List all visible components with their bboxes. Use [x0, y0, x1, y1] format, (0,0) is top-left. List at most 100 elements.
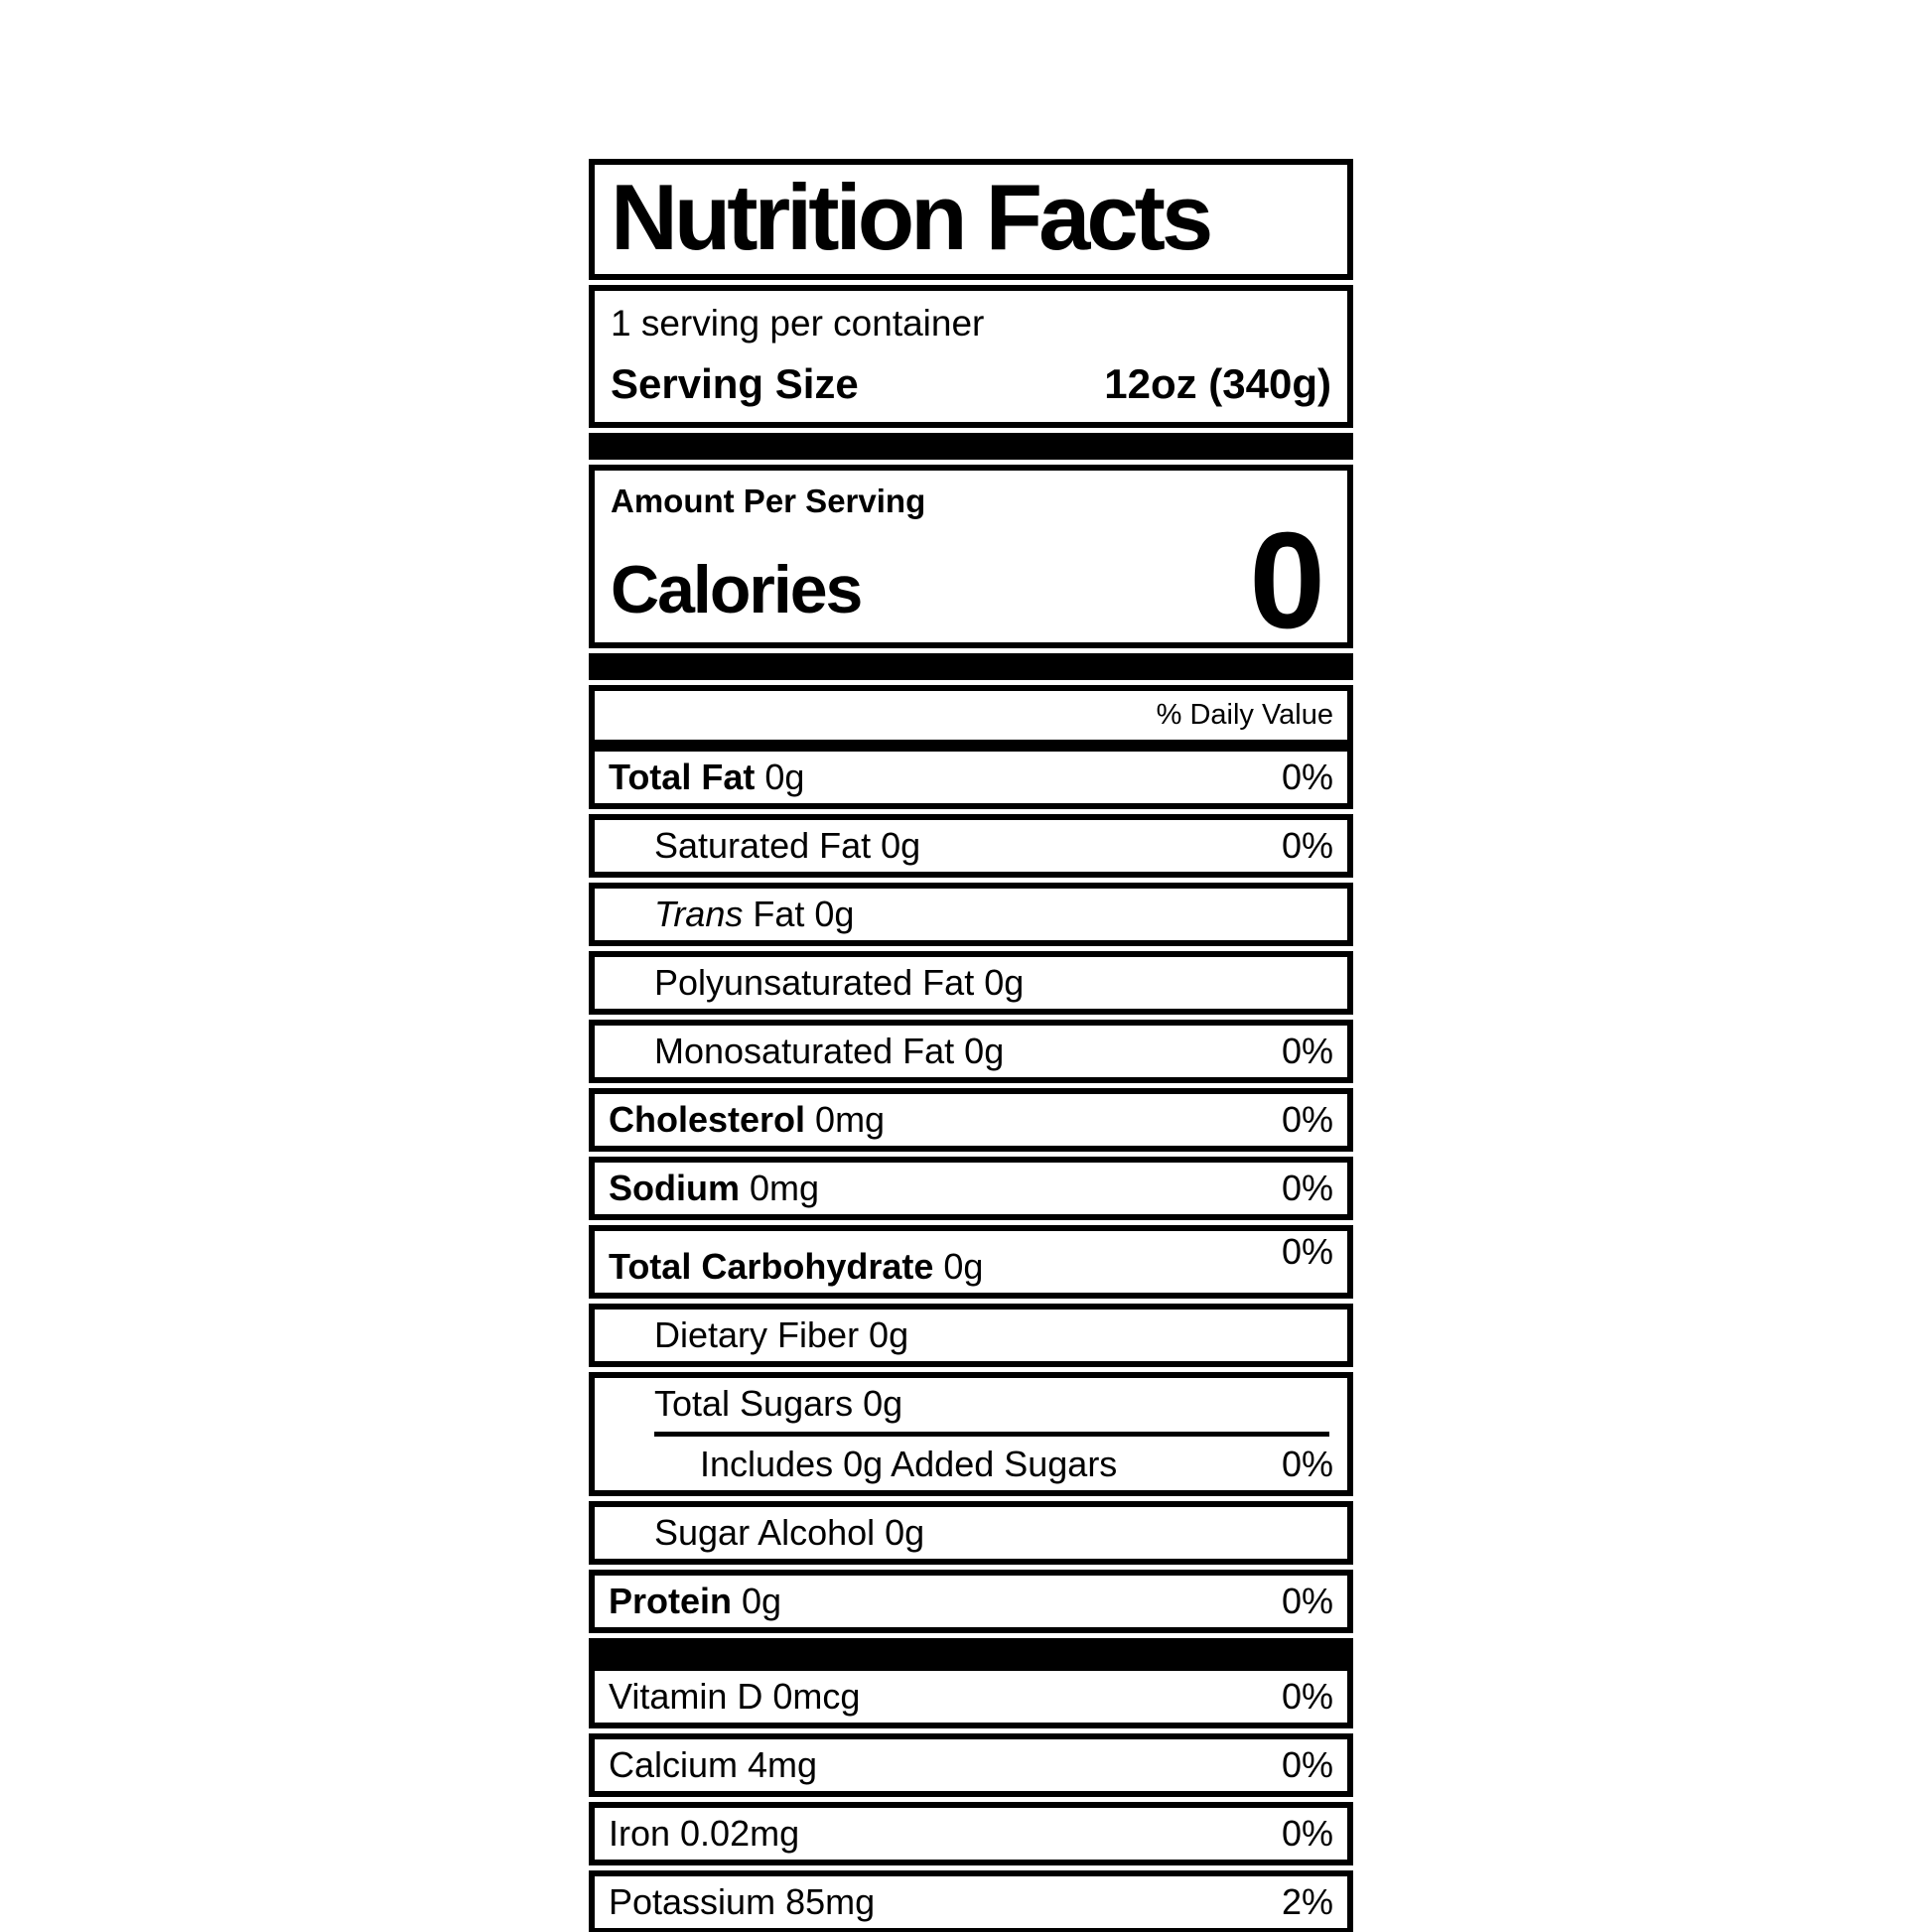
- nutrient-line: Trans Fat 0g: [609, 893, 1333, 936]
- nutrient-line: Potassium 85mg 2%: [609, 1880, 1333, 1924]
- nutrient-name: Total Fat 0g: [609, 757, 804, 798]
- nutrient-row: Total Carbohydrate 0g 0%: [589, 1225, 1353, 1300]
- serving-section: 1 serving per container Serving Size 12o…: [589, 285, 1353, 429]
- nutrient-text: Saturated Fat 0g: [654, 825, 921, 867]
- daily-value-percent: 0%: [1281, 1099, 1333, 1141]
- nutrient-row: Total Fat 0g 0%: [589, 746, 1353, 810]
- nutrient-line: Polyunsaturated Fat 0g: [609, 961, 1333, 1005]
- nutrient-name: Total Carbohydrate 0g: [609, 1246, 983, 1288]
- daily-value-percent: 0%: [1281, 1676, 1333, 1718]
- nutrient-text: Cholesterol: [609, 1099, 806, 1141]
- nutrient-rows: Total Fat 0g 0% Saturated Fat 0g 0% Trans Fa…: [589, 746, 1353, 1634]
- nutrient-text: Calcium 4mg: [609, 1744, 818, 1786]
- serving-size-label: Serving Size: [611, 360, 859, 408]
- daily-value-percent: 0%: [1281, 1813, 1333, 1855]
- nutrient-text: 0mg: [740, 1168, 820, 1209]
- nutrient-name: Calcium 4mg: [609, 1744, 817, 1786]
- nutrient-row: Protein 0g 0%: [589, 1570, 1353, 1634]
- calories-section: Amount Per Serving Calories 0: [589, 465, 1353, 648]
- daily-value-header-box: % Daily Value: [589, 685, 1353, 747]
- nutrient-row: Trans Fat 0g: [589, 883, 1353, 947]
- nutrient-line: Total Fat 0g 0%: [609, 756, 1333, 799]
- nutrient-row: Polyunsaturated Fat 0g: [589, 951, 1353, 1016]
- nutrient-text: Sugar Alcohol 0g: [654, 1512, 925, 1554]
- nutrient-line: Sodium 0mg 0%: [609, 1167, 1333, 1210]
- daily-value-percent: 0%: [1281, 757, 1333, 798]
- nutrient-text: Monosaturated Fat 0g: [654, 1031, 1005, 1072]
- nutrient-text: Dietary Fiber 0g: [654, 1314, 909, 1356]
- serving-size-row: Serving Size 12oz (340g): [611, 360, 1331, 408]
- nutrient-line: Iron 0.02mg 0%: [609, 1812, 1333, 1856]
- micronutrient-rows: Vitamin D 0mcg 0% Calcium 4mg 0% Iron 0.02mg…: [589, 1665, 1353, 1932]
- daily-value-percent: 0%: [1281, 1231, 1333, 1273]
- nutrient-name: Saturated Fat 0g: [654, 825, 920, 867]
- nutrient-text: 0g: [755, 757, 805, 798]
- daily-value-percent: 0%: [1281, 825, 1333, 867]
- nutrient-text: Vitamin D 0mcg: [609, 1676, 861, 1718]
- nutrient-text: Total Carbohydrate: [609, 1246, 934, 1288]
- nutrient-line: Sugar Alcohol 0g: [609, 1511, 1333, 1555]
- nutrient-name: Sugar Alcohol 0g: [654, 1512, 924, 1554]
- nutrient-text: Iron 0.02mg: [609, 1813, 800, 1855]
- divider-bar: [589, 1638, 1353, 1666]
- daily-value-percent: 0%: [1281, 1444, 1333, 1485]
- calories-label: Calories: [611, 552, 863, 628]
- nutrient-row: Monosaturated Fat 0g 0%: [589, 1020, 1353, 1084]
- nutrient-row: Cholesterol 0mg 0%: [589, 1088, 1353, 1153]
- daily-value-percent: 0%: [1281, 1168, 1333, 1209]
- daily-value-percent: 2%: [1281, 1881, 1333, 1923]
- nutrient-name: Total Sugars 0g: [654, 1383, 902, 1425]
- nutrient-line: Cholesterol 0mg 0%: [609, 1098, 1333, 1142]
- divider-bar: [589, 433, 1353, 461]
- nutrient-name: Includes 0g Added Sugars: [700, 1444, 1117, 1485]
- nutrient-row: Sugar Alcohol 0g: [589, 1501, 1353, 1566]
- nutrient-row: Potassium 85mg 2%: [589, 1870, 1353, 1932]
- label-header: Nutrition Facts: [589, 159, 1353, 280]
- nutrient-text: Polyunsaturated Fat 0g: [654, 962, 1025, 1004]
- nutrient-text: 0mg: [805, 1099, 886, 1141]
- nutrient-name: Trans Fat 0g: [654, 894, 854, 935]
- daily-value-percent: 0%: [1281, 1031, 1333, 1072]
- nutrient-line: Includes 0g Added Sugars 0%: [609, 1443, 1333, 1486]
- nutrient-name: Dietary Fiber 0g: [654, 1314, 908, 1356]
- nutrient-row: Vitamin D 0mcg 0%: [589, 1665, 1353, 1729]
- divider-bar: [589, 653, 1353, 681]
- calories-value: 0: [1249, 503, 1325, 657]
- nutrient-name: Sodium 0mg: [609, 1168, 819, 1209]
- nutrient-name: Iron 0.02mg: [609, 1813, 799, 1855]
- nutrient-row: Total Sugars 0g Includes 0g Added Sugars 0…: [589, 1372, 1353, 1497]
- servings-per-container: 1 serving per container: [611, 303, 985, 344]
- nutrient-line: Protein 0g 0%: [609, 1580, 1333, 1623]
- nutrient-row: Dietary Fiber 0g: [589, 1304, 1353, 1368]
- nutrient-text: Total Fat: [609, 757, 756, 798]
- nutrient-text: Trans: [654, 894, 744, 935]
- nutrient-text: Includes 0g Added Sugars: [700, 1444, 1118, 1485]
- nutrient-text: Sodium: [609, 1168, 740, 1209]
- nutrient-line: Dietary Fiber 0g: [609, 1313, 1333, 1357]
- added-sugars-rule: [654, 1432, 1329, 1438]
- nutrient-line: Total Sugars 0g: [609, 1382, 1333, 1426]
- nutrient-line: Total Carbohydrate 0g 0%: [609, 1231, 1333, 1289]
- nutrient-name: Potassium 85mg: [609, 1881, 875, 1923]
- nutrient-name: Vitamin D 0mcg: [609, 1676, 860, 1718]
- nutrient-line: Saturated Fat 0g 0%: [609, 824, 1333, 868]
- nutrient-text: Total Sugars 0g: [654, 1383, 903, 1425]
- daily-value-header: % Daily Value: [1156, 699, 1333, 732]
- nutrient-name: Polyunsaturated Fat 0g: [654, 962, 1024, 1004]
- nutrient-line: Vitamin D 0mcg 0%: [609, 1675, 1333, 1719]
- nutrient-text: 0g: [933, 1246, 984, 1288]
- daily-value-percent: 0%: [1281, 1744, 1333, 1786]
- amount-per-serving: Amount Per Serving: [611, 483, 926, 520]
- nutrient-row: Iron 0.02mg 0%: [589, 1802, 1353, 1866]
- daily-value-percent: 0%: [1281, 1581, 1333, 1622]
- nutrient-text: Protein: [609, 1581, 733, 1622]
- nutrient-name: Protein 0g: [609, 1581, 781, 1622]
- label-title: Nutrition Facts: [611, 165, 1213, 269]
- nutrient-name: Cholesterol 0mg: [609, 1099, 885, 1141]
- nutrition-label: Nutrition Facts 1 serving per container …: [589, 159, 1353, 1932]
- nutrient-row: Saturated Fat 0g 0%: [589, 814, 1353, 879]
- nutrient-row: Sodium 0mg 0%: [589, 1157, 1353, 1221]
- nutrient-text: Potassium 85mg: [609, 1881, 876, 1923]
- nutrient-name: Monosaturated Fat 0g: [654, 1031, 1004, 1072]
